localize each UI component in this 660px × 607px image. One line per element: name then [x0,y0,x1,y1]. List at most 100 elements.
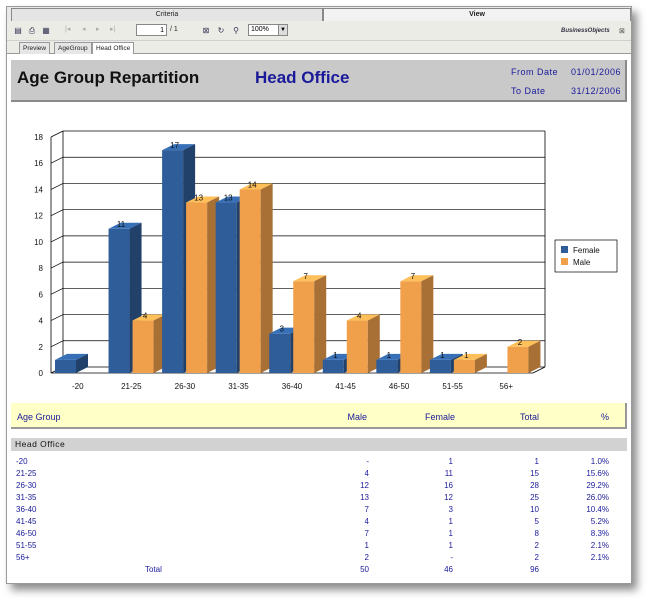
grid-line-diagonal [50,235,64,243]
bar-data-label: 3 [279,325,284,334]
cell-total: 8 [534,529,539,538]
cell-female: 11 [444,469,453,478]
bar-front [55,359,76,373]
bar-top [55,353,88,360]
cell-total: 25 [530,493,539,502]
bar-front [376,359,398,373]
bar-data-label: 1 [387,351,392,360]
subtab-agegroup[interactable]: AgeGroup [54,42,92,54]
tab-criteria[interactable]: Criteria [11,8,323,21]
bar-front [453,359,475,373]
first-page-icon[interactable]: |◂ [65,26,71,33]
bar-top [108,222,142,229]
export-icon[interactable]: ▤ [14,26,22,35]
bar-data-label: 13 [224,194,233,203]
bar-front [507,346,529,373]
tree-icon[interactable]: ▦ [42,26,50,35]
header-total: Total [519,412,539,422]
bar-front [322,359,344,373]
prev-page-icon[interactable]: ◂ [82,26,86,33]
table-row: 26-30 12 16 28 29.2% [11,481,627,493]
refresh-icon[interactable]: ↻ [217,26,225,35]
x-tick-label: 26-30 [175,382,196,391]
cell-male: 1 [364,541,369,550]
cell-age-group: -20 [16,457,28,466]
zoom-value: 100% [251,26,269,33]
bar-front [162,150,184,373]
y-tick-label: 0 [39,369,44,378]
legend-swatch [561,258,568,265]
cell-female: 1 [448,529,453,538]
bar-data-label: 1 [333,351,338,360]
bar-front [400,281,422,373]
y-tick-label: 2 [39,343,44,352]
cell-age-group: 26-30 [16,481,37,490]
header-female: Female [424,412,455,422]
cell-male: - [366,457,369,466]
bar-front [108,228,130,373]
bar-data-label: 11 [117,220,126,229]
y-tick-label: 8 [39,264,44,273]
close-icon[interactable]: ⊠ [619,28,625,35]
page-number-input[interactable] [136,24,167,36]
tab-view[interactable]: View [323,8,631,21]
table-row: 21-25 4 11 15 15.6% [11,469,627,481]
last-page-icon[interactable]: ▸| [110,26,116,33]
bar-top [507,340,541,347]
from-date-label: From Date [511,67,559,77]
subtab-preview[interactable]: Preview [19,42,51,54]
group-header: Head Office [11,438,627,451]
cell-age-group: 56+ [16,553,30,562]
grid-line-diagonal [50,288,64,295]
y-tick-label: 18 [34,133,43,142]
zoom-select[interactable]: 100% ▼ [248,24,288,36]
table-row: 41-45 4 1 5 5.2% [11,517,627,529]
y-tick-label: 16 [34,159,43,168]
print-icon[interactable]: ⎙ [28,26,36,35]
bar-top [400,275,434,282]
table-row: -20 - 1 1 1.0% [11,457,627,469]
x-tick-label: 51-55 [442,382,463,391]
cell-male: 2 [364,553,369,562]
cell-total: 15 [530,469,539,478]
header-age-group: Age Group [17,412,61,422]
grid-line-diagonal [50,183,64,190]
to-date-label: To Date [511,86,546,96]
bar-top [346,314,380,321]
cell-percent: 1.0% [590,457,609,466]
cell-total: 10 [530,505,539,514]
cell-percent: 29.2% [586,481,609,490]
search-icon[interactable]: ⚲ [233,26,239,35]
cell-total: 5 [534,517,539,526]
subtab-head-office[interactable]: Head Office [92,42,135,54]
next-page-icon[interactable]: ▸ [96,26,100,33]
age-group-chart: 024681012141618-2011421-25171326-3013143… [34,130,618,391]
bar-side [260,183,273,373]
legend-label: Male [573,258,591,267]
y-tick-label: 12 [34,212,43,221]
brand-logo: BusinessObjects [561,28,610,34]
table-row: 56+ 2 - 2 2.1% [11,553,627,565]
x-tick-label: 36-40 [282,382,303,391]
grid-line-diagonal [50,156,64,164]
total-all: 96 [530,565,539,574]
bar-top [162,144,196,151]
top-tab-bar: Criteria View [7,7,631,21]
cell-female: 1 [448,541,453,550]
grid-line-diagonal [50,340,64,348]
stop-icon[interactable]: ⊠ [202,26,210,35]
cell-male: 7 [364,505,369,514]
cell-female: 3 [448,505,453,514]
from-date-value: 01/01/2006 [571,67,622,77]
cell-female: 12 [444,493,453,502]
cell-percent: 2.1% [590,541,609,550]
cell-age-group: 21-25 [16,469,37,478]
cell-age-group: 46-50 [16,529,37,538]
report-office: Head Office [255,68,350,87]
bar-data-label: 7 [303,272,308,281]
chevron-down-icon[interactable]: ▼ [278,25,287,35]
bar-side [314,275,327,373]
legend-swatch [561,246,568,253]
grid-line-diagonal [50,261,64,269]
table-row: 36-40 7 3 10 10.4% [11,505,627,517]
